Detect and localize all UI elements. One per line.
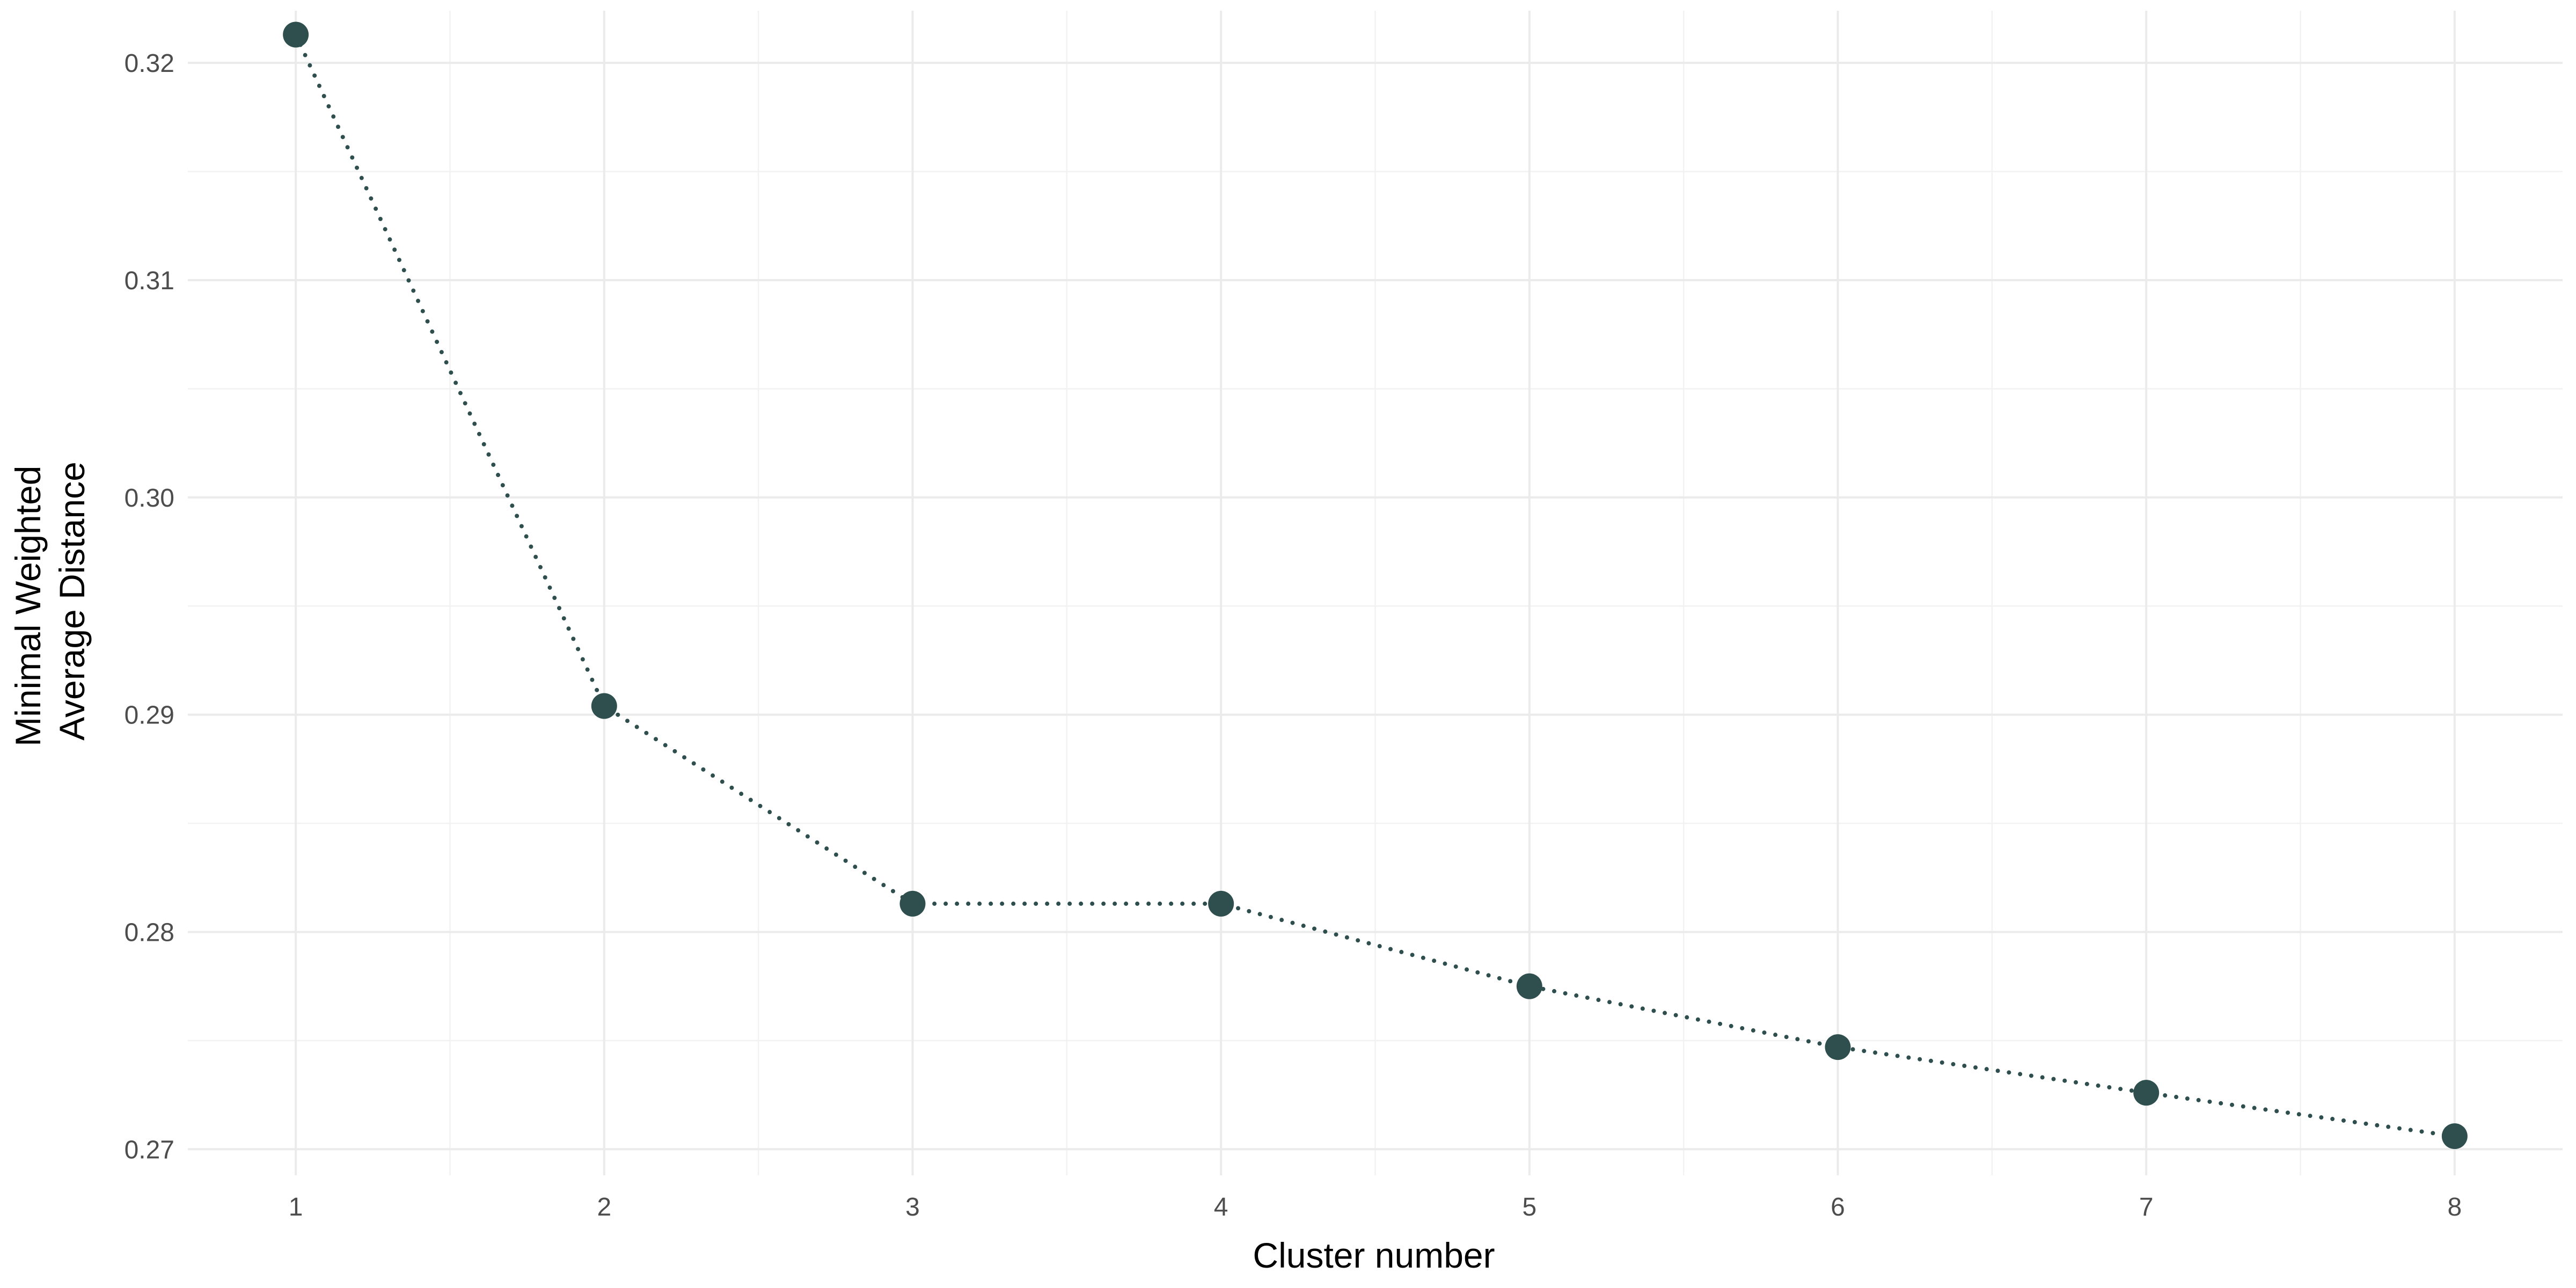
y-axis-title: Minimal Weighted Average Distance — [8, 456, 92, 747]
minor-gridlines — [188, 11, 2563, 1175]
series-line-group — [283, 21, 2468, 1150]
y-tick-label: 0.30 — [125, 484, 174, 513]
x-tick-label: 8 — [2448, 1193, 2462, 1221]
x-axis-title: Cluster number — [1253, 1235, 1495, 1275]
x-axis-tick-labels: 1 2 3 4 5 6 7 8 — [289, 1193, 2462, 1221]
data-point — [283, 21, 309, 48]
x-tick-label: 4 — [1214, 1193, 1228, 1221]
data-point — [899, 890, 926, 917]
data-point — [1208, 890, 1234, 917]
data-point — [1825, 1034, 1851, 1060]
x-tick-label: 7 — [2139, 1193, 2154, 1221]
data-point — [1516, 973, 1542, 999]
y-tick-label: 0.28 — [125, 919, 174, 947]
data-point — [2133, 1080, 2160, 1106]
y-axis-title-line-1: Minimal Weighted — [8, 466, 48, 747]
x-tick-label: 6 — [1831, 1193, 1845, 1221]
x-tick-label: 2 — [597, 1193, 611, 1221]
y-tick-label: 0.29 — [125, 701, 174, 730]
x-tick-label: 1 — [289, 1193, 303, 1221]
y-tick-label: 0.32 — [125, 49, 174, 78]
x-tick-label: 3 — [905, 1193, 920, 1221]
series-dotted-line — [294, 32, 2457, 1139]
data-point — [2441, 1123, 2468, 1150]
y-tick-label: 0.31 — [125, 267, 174, 295]
y-axis-tick-labels: 0.27 0.28 0.29 0.30 0.31 0.32 — [125, 49, 174, 1164]
y-axis-title-line-2: Average Distance — [52, 462, 92, 741]
x-tick-label: 5 — [1522, 1193, 1536, 1221]
y-tick-label: 0.27 — [125, 1136, 174, 1164]
data-point — [591, 693, 617, 719]
